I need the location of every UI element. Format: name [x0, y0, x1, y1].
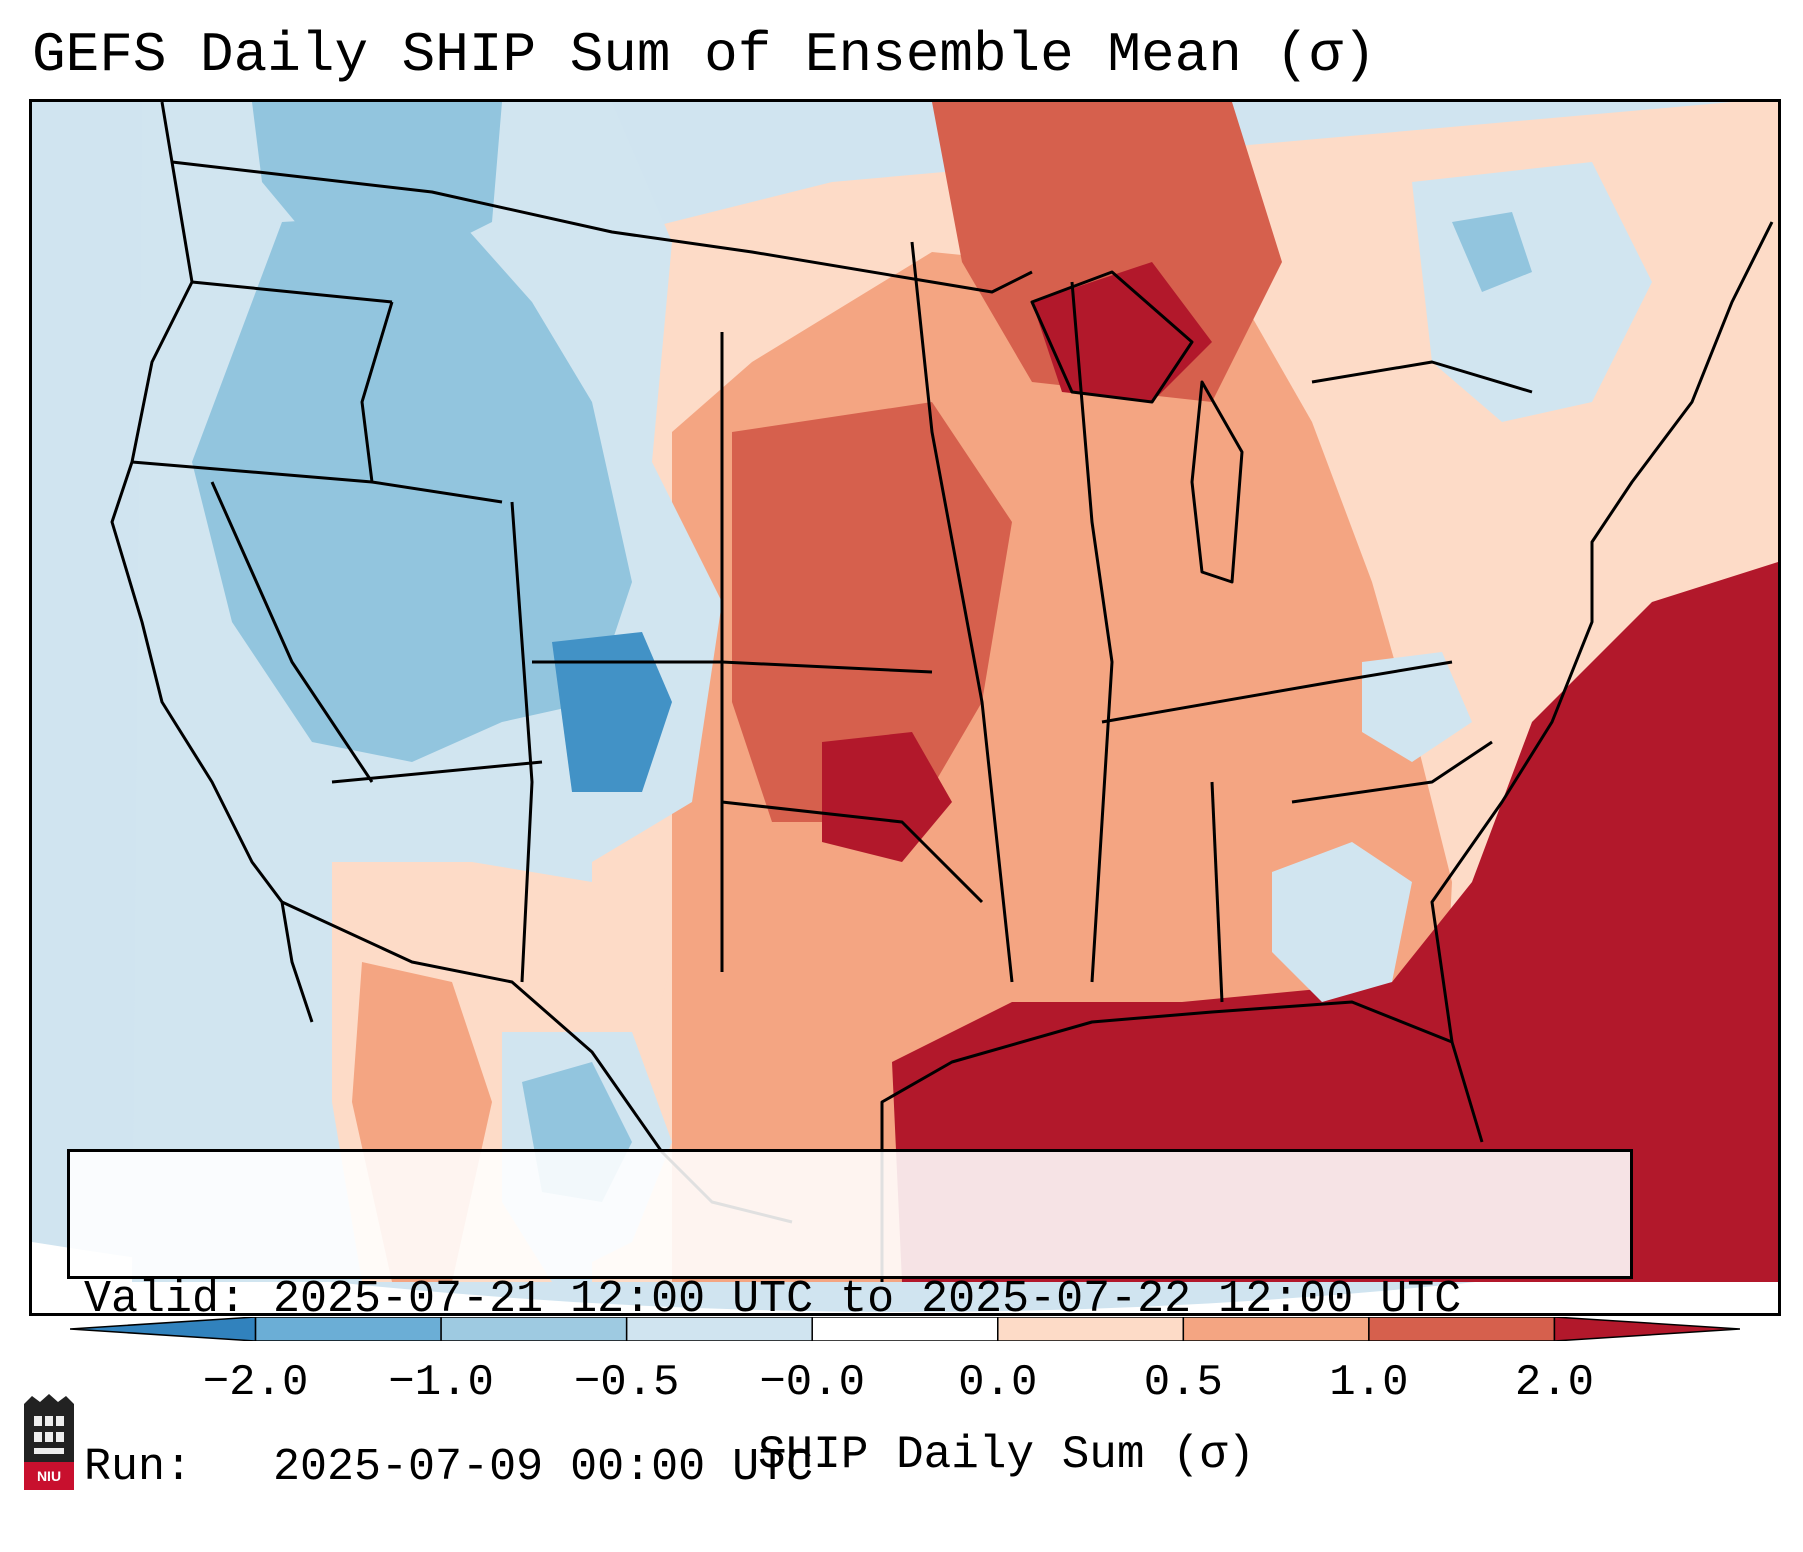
- atlantic-coastline: [1430, 221, 1774, 1043]
- gulf-atlantic-hot-region: [892, 562, 1778, 1282]
- anomaly-patches: [132, 102, 1778, 1282]
- washington-oregon-border: [191, 280, 393, 304]
- canada-border: [171, 160, 1033, 294]
- colorbar-segment: [70, 1317, 257, 1341]
- idaho-line: [360, 301, 503, 504]
- great-lakes-shore: [1030, 270, 1194, 404]
- colorbar-tick-label: −0.0: [759, 1358, 866, 1408]
- northeast-line: [1311, 360, 1533, 394]
- state-borders: [110, 102, 1774, 1282]
- carolina-line: [1291, 740, 1493, 804]
- lake-michigan-shore: [1190, 380, 1244, 584]
- utah-arizona-border: [331, 760, 543, 784]
- colorbar-segment: [1368, 1317, 1556, 1341]
- plains-strong-positive: [732, 402, 1012, 822]
- colorbar-tick-label: 1.0: [1329, 1358, 1409, 1408]
- colorbar-segment: [1553, 1317, 1740, 1341]
- oklahoma-texas-border: [721, 800, 984, 904]
- colorbar-segment: [997, 1317, 1185, 1341]
- colorbar-segment: [1182, 1317, 1370, 1341]
- colorbar-tick-label: 2.0: [1514, 1358, 1595, 1408]
- mississippi-river: [1070, 281, 1114, 983]
- chart-title: GEFS Daily SHIP Sum of Ensemble Mean (σ): [32, 23, 1377, 87]
- southeast-column: [1210, 781, 1224, 1003]
- colorbar-segment: [811, 1317, 999, 1341]
- colorbar-tick-label: −1.0: [388, 1358, 494, 1408]
- run-line: Run: 2025-07-09 00:00 UTC: [84, 1442, 814, 1493]
- colorbar-tick-label: 0.0: [958, 1358, 1038, 1408]
- ohio-valley-line: [1101, 660, 1453, 724]
- gulf-coastline: [880, 1000, 1484, 1282]
- map-canvas: [32, 102, 1778, 1313]
- great-lakes-hot-spot: [1032, 262, 1212, 402]
- logo-text: NIU: [36, 1468, 62, 1484]
- colorbar-tick-label: 0.5: [1143, 1358, 1223, 1408]
- colorado-kansas-border: [532, 660, 933, 674]
- colorbar-ticks: −2.0 −1.0 −0.5 −0.0 0.0 0.5 1.0 2.0: [0, 1355, 1803, 1415]
- valid-time-box: Valid: 2025-07-21 12:00 UTC to 2025-07-2…: [67, 1149, 1633, 1493]
- oregon-california-border: [131, 460, 373, 484]
- colorbar-segments: [70, 1317, 1740, 1341]
- midwest-column: [910, 241, 1014, 983]
- nw-cool-band: [252, 102, 502, 262]
- projection-edge: [32, 1242, 1778, 1313]
- colorado-strong-negative: [552, 632, 672, 792]
- colorbar-tick-label: −0.5: [573, 1358, 680, 1408]
- map-panel: [29, 99, 1781, 1316]
- colorbar-segment: [254, 1317, 442, 1341]
- northeast-cool-core: [1452, 212, 1532, 292]
- colorbar-segment: [625, 1317, 813, 1341]
- great-plains-column: [510, 501, 534, 983]
- colorbar-segment: [440, 1317, 628, 1341]
- colorbar-label: SHIP Daily Sum (σ): [758, 1429, 1255, 1481]
- niu-logo-icon: NIU: [20, 1392, 78, 1492]
- colorbar: [70, 1317, 1740, 1341]
- oklahoma-hot-spot: [822, 732, 952, 862]
- central-ne-cool-patch: [1362, 652, 1472, 762]
- southeast-cool-patch: [1272, 842, 1412, 1002]
- nevada-line: [210, 481, 374, 783]
- colorbar-tick-label: −2.0: [202, 1358, 309, 1408]
